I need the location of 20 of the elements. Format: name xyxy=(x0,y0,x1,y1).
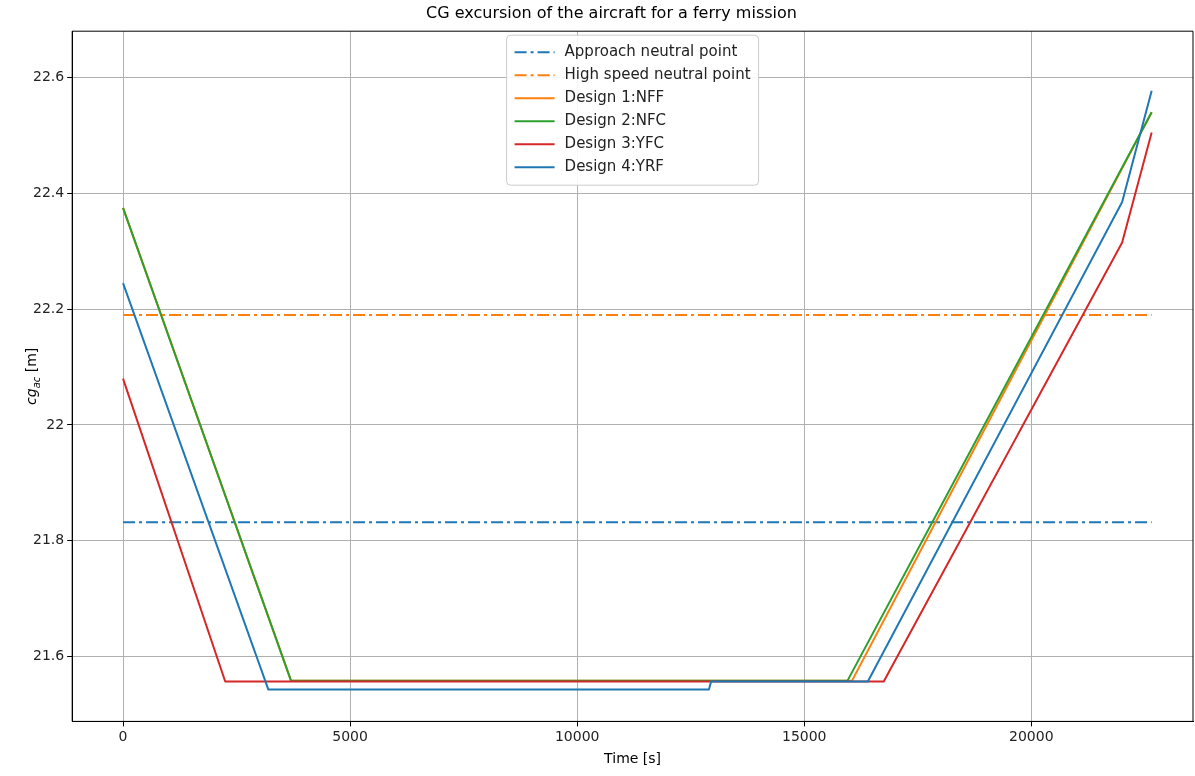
y-axis-title: cgac [m] xyxy=(23,347,42,405)
legend-label: Design 2:NFC xyxy=(564,111,667,130)
legend-label: Design 3:YFC xyxy=(564,134,665,153)
y-tick-label: 22 xyxy=(46,415,65,432)
legend-label: Approach neutral point xyxy=(564,42,738,61)
chart-title: CG excursion of the aircraft for a ferry mission xyxy=(426,2,797,22)
legend-label: High speed neutral point xyxy=(564,65,751,84)
x-tick-label: 0 xyxy=(118,728,128,745)
y-tick-label: 22.2 xyxy=(33,299,65,316)
x-tick-label: 10000 xyxy=(554,728,600,745)
legend-label: Design 4:YRF xyxy=(564,157,664,176)
y-tick-label: 22.4 xyxy=(33,183,65,200)
x-tick-label: 5000 xyxy=(332,728,368,745)
legend-label: Design 1:NFF xyxy=(564,88,665,107)
y-tick-label: 21.8 xyxy=(33,531,65,548)
x-tick-label: 15000 xyxy=(781,728,827,745)
x-axis-title: Time [s] xyxy=(603,750,662,767)
y-tick-label: 22.6 xyxy=(33,68,65,85)
y-tick-label: 21.6 xyxy=(33,647,65,664)
x-tick-label: 20000 xyxy=(1009,728,1054,745)
